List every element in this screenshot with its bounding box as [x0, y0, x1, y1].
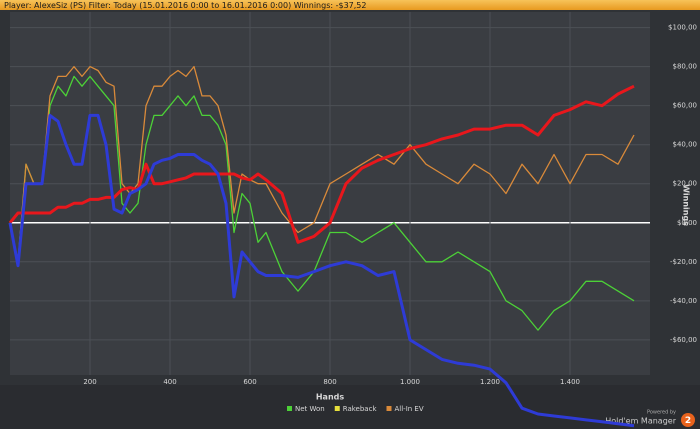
y-tick-label: -$40,00	[670, 297, 697, 305]
legend-label: Rakeback	[343, 405, 378, 413]
brand-logo	[681, 413, 695, 427]
legend-swatch	[386, 406, 392, 411]
x-tick-label: 600	[243, 378, 256, 386]
header: Player: AlexeSiz (PS) Filter: Today (15.…	[4, 1, 366, 10]
series-line	[9, 75, 635, 331]
x-tick-label: 1.000	[400, 378, 420, 386]
x-tick-label: 1.400	[560, 378, 580, 386]
x-axis-label: Hands	[316, 393, 345, 402]
y-tick-label: $40,00	[673, 141, 698, 149]
footer-bar	[0, 385, 700, 429]
x-tick-label: 800	[323, 378, 336, 386]
y-tick-label: -$20,00	[670, 258, 697, 266]
legend-label: All-In EV	[395, 405, 424, 413]
y-tick-label: $0,00	[677, 219, 697, 227]
powered-by: Powered by	[647, 410, 676, 416]
y-tick-label: $60,00	[673, 102, 698, 110]
brand: Hold'em Manager	[605, 417, 676, 426]
x-tick-label: 400	[163, 378, 176, 386]
x-tick-label: 1.200	[480, 378, 500, 386]
series-line	[8, 113, 635, 428]
y-tick-label: -$60,00	[670, 336, 697, 344]
x-tick-label: 200	[83, 378, 96, 386]
series-line	[8, 84, 635, 244]
y-tick-label: $80,00	[673, 63, 698, 71]
y-tick-label: $100,00	[668, 24, 697, 32]
legend-label: Net Won	[295, 405, 325, 413]
legend-swatch	[287, 406, 292, 411]
header-bar	[0, 0, 700, 10]
y-axis-label: Winnings	[682, 184, 691, 226]
legend-swatch	[334, 406, 340, 411]
y-tick-label: $20,00	[673, 180, 698, 188]
brand-version: 2	[685, 416, 691, 426]
